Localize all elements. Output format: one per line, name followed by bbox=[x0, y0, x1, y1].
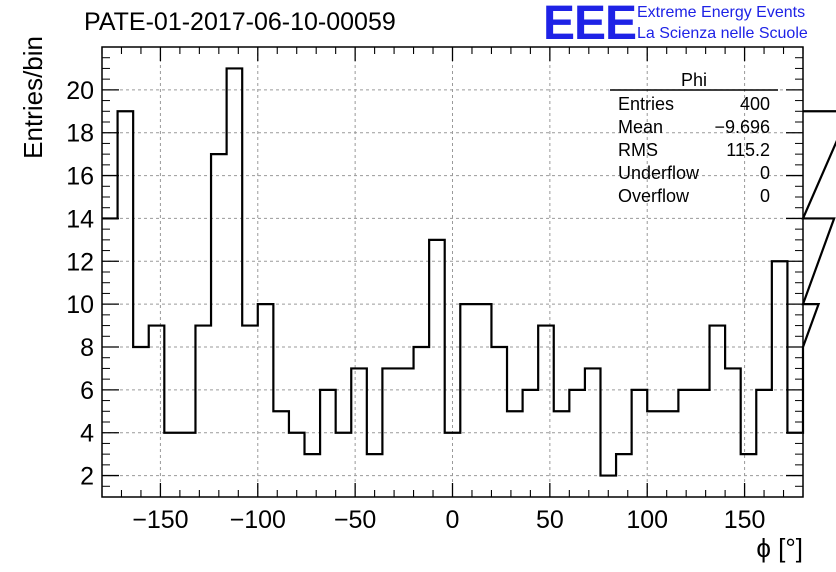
x-tick-label: −50 bbox=[334, 506, 376, 534]
x-axis-label: ϕ [°] bbox=[756, 533, 803, 563]
stats-row-label: Underflow bbox=[618, 163, 700, 183]
x-tick-label: 150 bbox=[724, 506, 766, 534]
y-tick-label: 10 bbox=[66, 291, 94, 319]
x-tick-label: 100 bbox=[626, 506, 668, 534]
stats-row-label: Mean bbox=[618, 117, 663, 137]
y-tick-label: 18 bbox=[66, 120, 94, 148]
stats-row-value: 400 bbox=[740, 94, 770, 114]
logo-line-2: La Scienza nelle Scuole bbox=[637, 25, 808, 42]
chart-title: PATE-01-2017-06-10-00059 bbox=[84, 8, 396, 36]
x-tick-label: 0 bbox=[446, 506, 460, 534]
stats-box-name: Phi bbox=[681, 70, 707, 90]
y-tick-label: 4 bbox=[80, 420, 94, 448]
tick-labels: −150 −100 −50 0 50 100 150 2 4 6 8 10 12 14 16 18 20 bbox=[66, 77, 765, 534]
eee-logo: EEE bbox=[543, 0, 637, 50]
stats-row-value: −9.696 bbox=[714, 117, 770, 137]
y-tick-label: 2 bbox=[80, 463, 94, 491]
stats-row-label: Overflow bbox=[618, 186, 690, 206]
logo-line-1: Extreme Energy Events bbox=[637, 4, 806, 21]
stats-row-value: 0 bbox=[760, 163, 770, 183]
stats-row-label: Entries bbox=[618, 94, 674, 114]
stats-row-label: RMS bbox=[618, 140, 658, 160]
y-tick-label: 16 bbox=[66, 163, 94, 191]
y-tick-label: 8 bbox=[80, 334, 94, 362]
y-tick-label: 12 bbox=[66, 248, 94, 276]
grid-lines bbox=[102, 47, 803, 497]
y-tick-label: 14 bbox=[66, 205, 94, 233]
histogram-series-line bbox=[102, 67, 836, 477]
stats-box: Phi Entries 400 Mean −9.696 RMS 115.2 Underflo… bbox=[610, 70, 778, 206]
x-tick-label: 50 bbox=[536, 506, 564, 534]
stats-row-value: 0 bbox=[760, 186, 770, 206]
y-tick-label: 6 bbox=[80, 377, 94, 405]
stats-row-value: 115.2 bbox=[726, 140, 770, 160]
y-axis-label: Entries/bin bbox=[18, 36, 48, 159]
x-tick-label: −150 bbox=[132, 506, 188, 534]
y-tick-label: 20 bbox=[66, 77, 94, 105]
axis-ticks bbox=[101, 47, 804, 497]
x-tick-label: −100 bbox=[230, 506, 286, 534]
